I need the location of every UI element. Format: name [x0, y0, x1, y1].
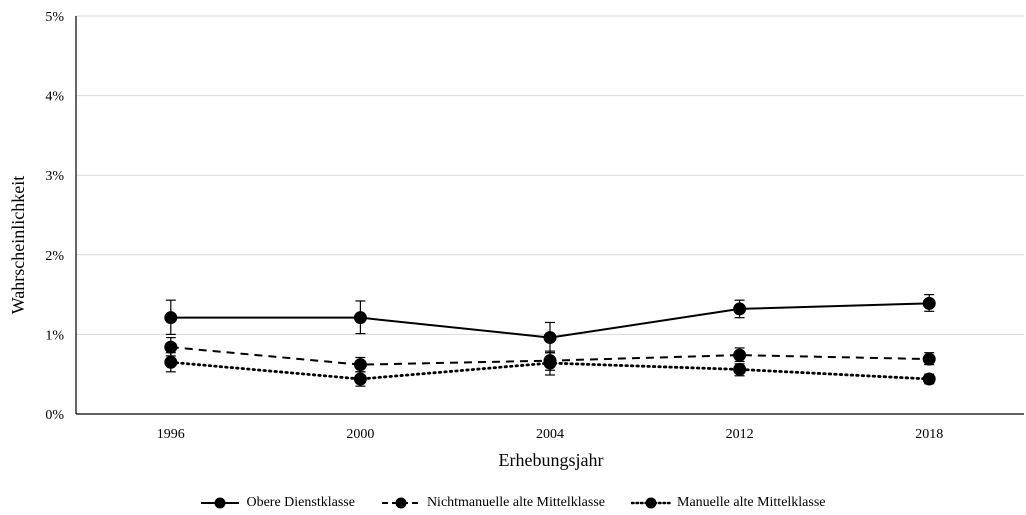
x-tick-label: 2004: [536, 427, 564, 442]
data-point: [164, 340, 178, 354]
data-point: [543, 356, 557, 370]
data-point: [353, 372, 367, 386]
y-tick-label: 3%: [45, 169, 64, 184]
legend-marker-solid: [201, 497, 240, 508]
data-point: [164, 355, 178, 369]
y-tick-label: 1%: [45, 328, 64, 343]
y-tick-label: 5%: [45, 10, 64, 25]
x-axis-title: Erhebungsjahr: [499, 450, 604, 470]
legend-marker-dotted: [631, 497, 671, 508]
data-point: [164, 311, 178, 325]
legend: Obere Dienstklasse Nichtmanuelle alte Mi…: [0, 490, 1026, 515]
series-layer: [164, 294, 936, 387]
x-tick-label: 2018: [915, 427, 943, 442]
data-point: [733, 362, 747, 376]
data-point: [922, 352, 936, 366]
y-tick-label: 2%: [45, 249, 64, 264]
legend-item-nichtmanuelle-alte-mittelklasse: Nichtmanuelle alte Mittelklasse: [381, 495, 605, 511]
data-point: [922, 296, 936, 310]
data-point: [353, 311, 367, 325]
legend-label: Obere Dienstklasse: [246, 494, 355, 510]
data-point: [922, 372, 936, 386]
y-tick-label: 4%: [45, 90, 64, 105]
series-1: [164, 294, 936, 354]
data-point: [543, 331, 557, 345]
data-point: [733, 302, 747, 316]
legend-item-obere-dienstklasse: Obere Dienstklasse: [200, 494, 355, 511]
data-point: [353, 358, 367, 372]
x-tick-labels: 1996 2000 2004 2012 2018: [157, 427, 943, 442]
line-chart: 0% 1% 2% 3% 4% 5% 1996 2000 2004 2012 2018 Wahrsc…: [8, 10, 1024, 470]
x-tick-label: 2000: [346, 427, 374, 442]
y-tick-labels: 0% 1% 2% 3% 4% 5%: [45, 10, 64, 423]
x-tick-label: 2012: [726, 427, 754, 442]
legend-label: Manuelle alte Mittelklasse: [677, 494, 826, 510]
legend-marker-dashed: [381, 497, 420, 508]
gridlines: [76, 15, 1024, 335]
y-tick-label: 0%: [45, 408, 64, 423]
legend-item-manuelle-alte-mittelklasse: Manuelle alte Mittelklasse: [631, 495, 826, 511]
legend-label: Nichtmanuelle alte Mittelklasse: [426, 494, 605, 510]
y-axis-title: Wahrscheinlichkeit: [8, 176, 28, 315]
series-3: [164, 352, 936, 387]
x-tick-label: 1996: [157, 427, 185, 442]
data-point: [733, 348, 747, 362]
